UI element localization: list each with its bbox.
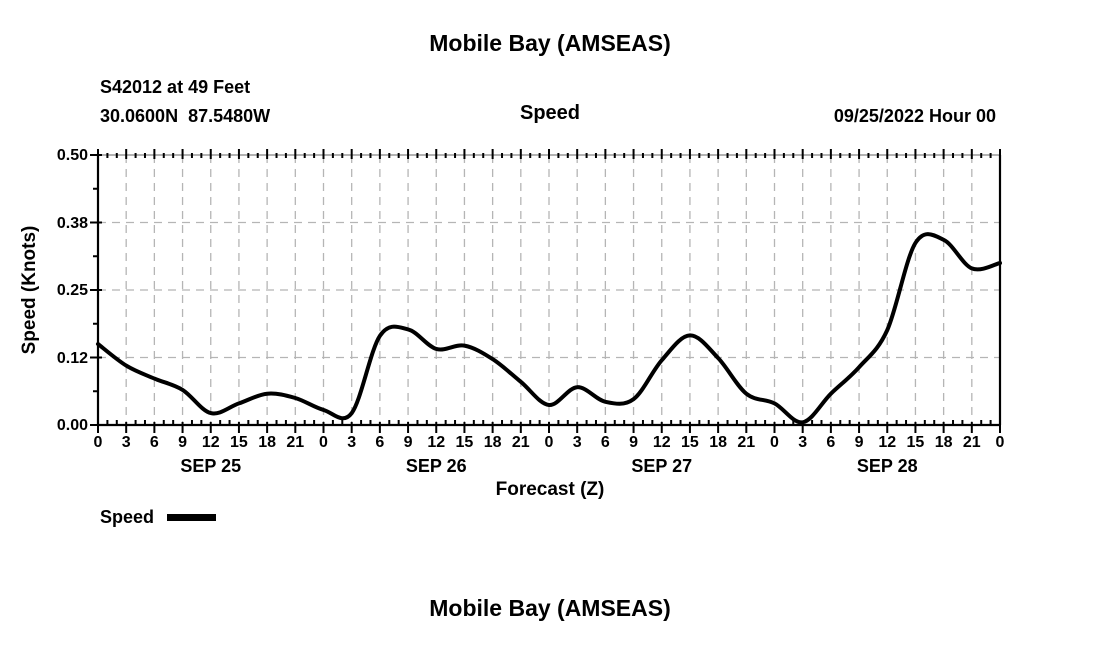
y-tick-label: 0.12: [56, 349, 88, 367]
x-tick-label: 9: [178, 434, 188, 451]
x-tick-label: 15: [906, 434, 925, 451]
page-title: Mobile Bay (AMSEAS): [429, 30, 671, 56]
y-tick-label: 0.38: [56, 214, 88, 232]
x-tick-label: 3: [121, 434, 131, 451]
x-tick-label: 12: [878, 434, 897, 451]
x-tick-label: 3: [572, 434, 582, 451]
day-label: SEP 26: [405, 456, 467, 476]
forecast-datetime-label: 09/25/2022 Hour 00: [833, 106, 996, 126]
x-tick-label: 0: [93, 434, 103, 451]
x-tick-label: 15: [230, 434, 248, 451]
x-tick-label: 6: [600, 434, 610, 451]
chart-subtitle: Speed: [519, 102, 581, 124]
x-tick-label: 6: [826, 434, 836, 451]
station-id-label: S42012 at 49 Feet: [100, 77, 251, 97]
x-tick-label: 6: [375, 434, 385, 451]
x-tick-label: 18: [483, 434, 502, 451]
x-tick-label: 21: [511, 434, 530, 451]
legend-label: Speed: [100, 507, 155, 527]
x-tick-label: 18: [709, 434, 728, 451]
x-tick-label: 21: [737, 434, 756, 451]
x-tick-label: 21: [962, 434, 981, 451]
y-tick-label: 0.00: [56, 417, 88, 434]
x-tick-label: 21: [286, 434, 305, 451]
x-tick-label: 12: [201, 434, 220, 451]
x-tick-label: 0: [319, 434, 328, 451]
x-tick-label: 12: [652, 434, 671, 451]
x-tick-label: 15: [681, 434, 699, 451]
x-tick-label: 0: [544, 434, 554, 451]
station-coordinates-label: 30.0600N 87.5480W: [100, 106, 271, 126]
x-tick-label: 18: [934, 434, 953, 451]
x-tick-label: 3: [347, 434, 357, 451]
day-label: SEP 27: [631, 456, 693, 476]
x-tick-label: 0: [995, 434, 1005, 451]
x-tick-label: 9: [854, 434, 864, 451]
x-tick-label: 15: [455, 434, 474, 451]
day-label: SEP 28: [856, 456, 918, 476]
x-tick-label: 9: [403, 434, 413, 451]
x-tick-label: 18: [258, 434, 277, 451]
x-tick-label: 0: [770, 434, 779, 451]
x-tick-label: 9: [629, 434, 639, 451]
y-tick-label: 0.50: [56, 147, 88, 164]
x-tick-label: 6: [149, 434, 159, 451]
x-axis-label: Forecast (Z): [495, 479, 605, 500]
day-label: SEP 25: [180, 456, 242, 476]
x-tick-label: 3: [798, 434, 808, 451]
legend-line-swatch: [167, 514, 217, 521]
legend: Speed: [100, 507, 217, 528]
speed-series-line: [96, 232, 1002, 425]
footer-title: Mobile Bay (AMSEAS): [429, 595, 671, 621]
y-tick-label: 0.25: [56, 282, 88, 299]
x-tick-label: 12: [427, 434, 446, 451]
